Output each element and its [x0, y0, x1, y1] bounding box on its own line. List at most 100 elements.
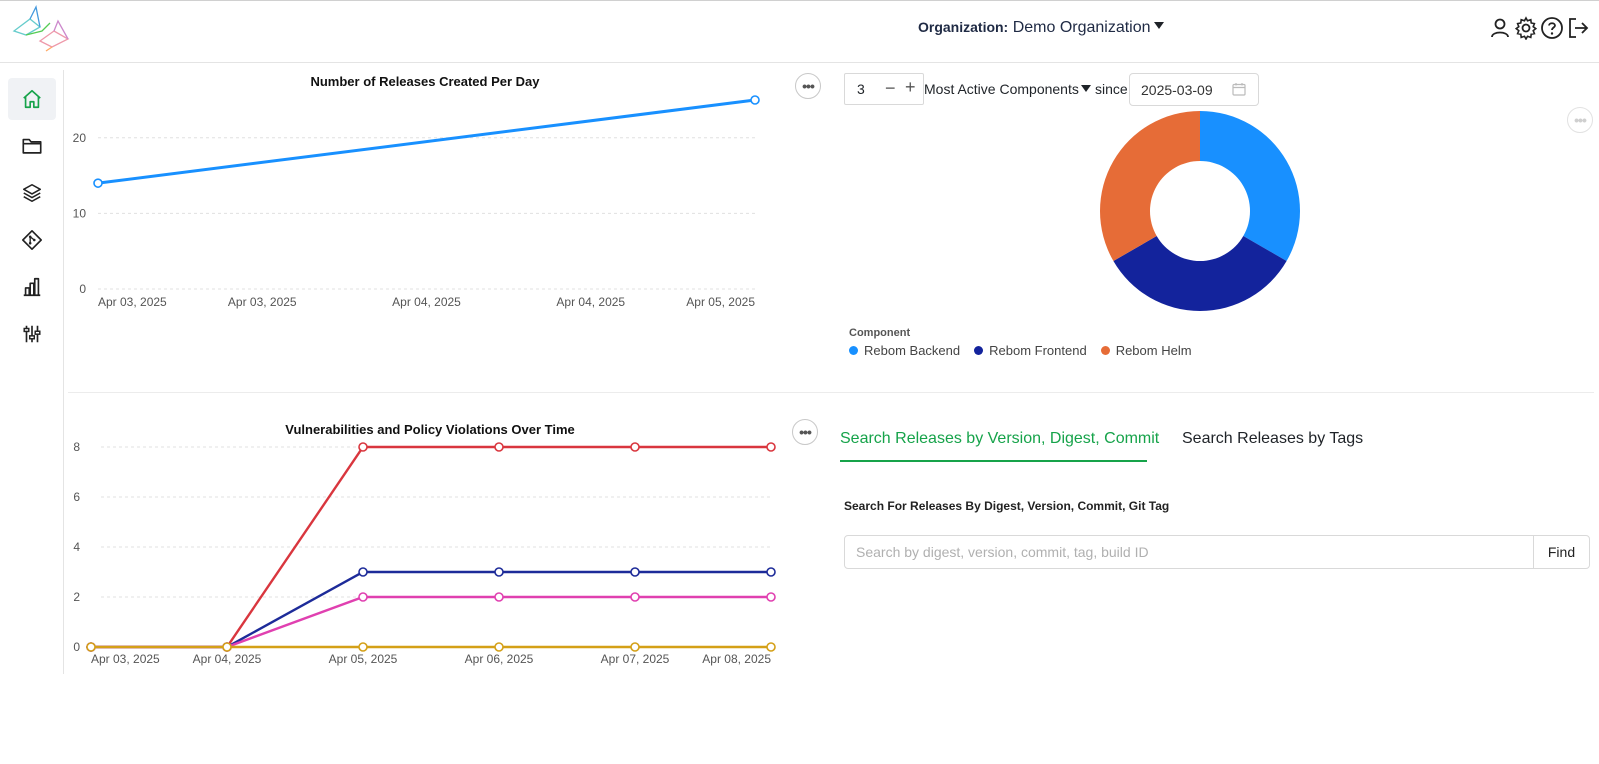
- section-divider: [68, 392, 1594, 393]
- data-point: [494, 442, 504, 452]
- donut-slice: [1100, 111, 1200, 261]
- data-point: [630, 567, 640, 577]
- data-point: [86, 642, 96, 652]
- donut-slice: [1113, 236, 1287, 311]
- data-point: [494, 592, 504, 602]
- sidebar-item-components[interactable]: [8, 172, 56, 214]
- search-input[interactable]: [844, 535, 1534, 569]
- vuln-chart: 0 2 4 6 8 Apr 03, 2025 Apr 04, 2025 Apr 05, 202…: [73, 440, 776, 666]
- calendar-icon: [1232, 83, 1246, 96]
- y-tick-label: 6: [73, 490, 80, 504]
- search-label: Search For Releases By Digest, Version, …: [844, 499, 1170, 513]
- organization-selector[interactable]: Organization: Demo Organization: [918, 19, 1164, 37]
- data-point: [766, 642, 776, 652]
- x-tick-label: Apr 06, 2025: [465, 652, 534, 666]
- logo[interactable]: [10, 5, 72, 53]
- sidebar-item-folders[interactable]: [8, 125, 56, 167]
- series-line: [91, 595, 771, 649]
- data-point: [222, 642, 232, 652]
- series-line: [97, 98, 756, 185]
- x-tick-label: Apr 03, 2025: [228, 295, 297, 309]
- donut-slice: [1200, 111, 1300, 261]
- legend-item[interactable]: Rebom Frontend: [974, 343, 1087, 358]
- releases-chart: 0 10 20 Apr 03, 2025 Apr 03, 2025 Apr 04, 202…: [73, 95, 760, 309]
- data-point: [358, 642, 368, 652]
- component-count-value: 3: [857, 81, 865, 97]
- component-metric-select[interactable]: Most Active Components: [924, 81, 1091, 97]
- x-tick-label: Apr 03, 2025: [91, 652, 160, 666]
- bar-chart-icon: [23, 277, 41, 297]
- caret-down-icon: [1080, 85, 1091, 92]
- y-tick-label: 20: [73, 131, 87, 145]
- organization-value: Demo Organization: [1012, 19, 1151, 36]
- data-point: [494, 642, 504, 652]
- y-tick-label: 0: [79, 282, 86, 296]
- sidebar-item-analytics[interactable]: [8, 266, 56, 308]
- since-label: since: [1095, 81, 1128, 97]
- legend-label: Rebom Helm: [1115, 343, 1192, 358]
- component-metric-label: Most Active Components: [924, 81, 1079, 97]
- top-bar: Organization: Demo Organization: [0, 0, 1599, 63]
- sidebar-item-vcs[interactable]: [8, 219, 56, 261]
- y-tick-label: 4: [73, 540, 80, 554]
- releases-chart-title: Number of Releases Created Per Day: [310, 74, 540, 89]
- organization-label: Organization:: [918, 19, 1009, 35]
- x-tick-label: Apr 04, 2025: [392, 295, 461, 309]
- x-tick-label: Apr 04, 2025: [556, 295, 625, 309]
- sidebar: [0, 70, 64, 674]
- active-tab-indicator: [840, 460, 1147, 462]
- data-point: [766, 592, 776, 602]
- data-point: [494, 567, 504, 577]
- caret-down-icon: [1153, 22, 1164, 29]
- since-date-picker[interactable]: 2025-03-09: [1129, 73, 1259, 106]
- data-point: [630, 642, 640, 652]
- y-tick-label: 0: [73, 640, 80, 654]
- vuln-chart-title: Vulnerabilities and Policy Violations Ov…: [285, 422, 575, 437]
- components-legend: Component Rebom Backend Rebom Frontend Reb…: [849, 327, 1206, 358]
- git-icon: [22, 230, 42, 250]
- y-tick-label: 2: [73, 590, 80, 604]
- legend-label: Rebom Frontend: [989, 343, 1087, 358]
- tab-search-by-tags[interactable]: Search Releases by Tags: [1182, 430, 1364, 447]
- data-point: [750, 95, 760, 105]
- y-tick-label: 8: [73, 440, 80, 454]
- data-point: [93, 178, 103, 188]
- increment-button[interactable]: +: [905, 77, 916, 97]
- layers-icon: [22, 183, 42, 203]
- tab-search-by-version[interactable]: Search Releases by Version, Digest, Comm…: [840, 430, 1160, 447]
- gear-icon[interactable]: [1514, 16, 1538, 41]
- x-tick-label: Apr 05, 2025: [686, 295, 755, 309]
- home-icon: [23, 89, 41, 109]
- data-point: [630, 592, 640, 602]
- legend-dot: [849, 346, 858, 355]
- find-button[interactable]: Find: [1533, 535, 1590, 569]
- series-line: [91, 570, 771, 649]
- sidebar-item-home[interactable]: [8, 78, 56, 120]
- data-point: [358, 442, 368, 452]
- x-tick-label: Apr 07, 2025: [601, 652, 670, 666]
- data-point: [358, 567, 368, 577]
- legend-label: Rebom Backend: [864, 343, 961, 358]
- since-date-value: 2025-03-09: [1141, 82, 1213, 98]
- logout-icon[interactable]: [1566, 16, 1590, 40]
- x-tick-label: Apr 05, 2025: [329, 652, 398, 666]
- vuln-chart-more-button[interactable]: •••: [792, 419, 818, 445]
- user-icon[interactable]: [1488, 16, 1512, 40]
- releases-chart-more-button[interactable]: •••: [795, 73, 821, 99]
- data-point: [766, 567, 776, 577]
- help-icon[interactable]: [1540, 16, 1564, 40]
- components-chart-more-button[interactable]: •••: [1567, 107, 1593, 133]
- legend-item[interactable]: Rebom Backend: [849, 343, 960, 358]
- component-count-stepper[interactable]: 3 − +: [844, 73, 924, 105]
- components-donut-chart: [1100, 111, 1300, 311]
- sliders-icon: [23, 325, 41, 343]
- x-tick-label: Apr 03, 2025: [98, 295, 167, 309]
- data-point: [766, 442, 776, 452]
- decrement-button[interactable]: −: [885, 78, 896, 98]
- sidebar-item-settings[interactable]: [8, 313, 56, 355]
- legend-dot: [1100, 346, 1110, 355]
- legend-item[interactable]: Rebom Helm: [1100, 343, 1192, 358]
- x-tick-label: Apr 04, 2025: [193, 652, 262, 666]
- y-tick-label: 10: [73, 206, 87, 220]
- folder-icon: [22, 138, 42, 154]
